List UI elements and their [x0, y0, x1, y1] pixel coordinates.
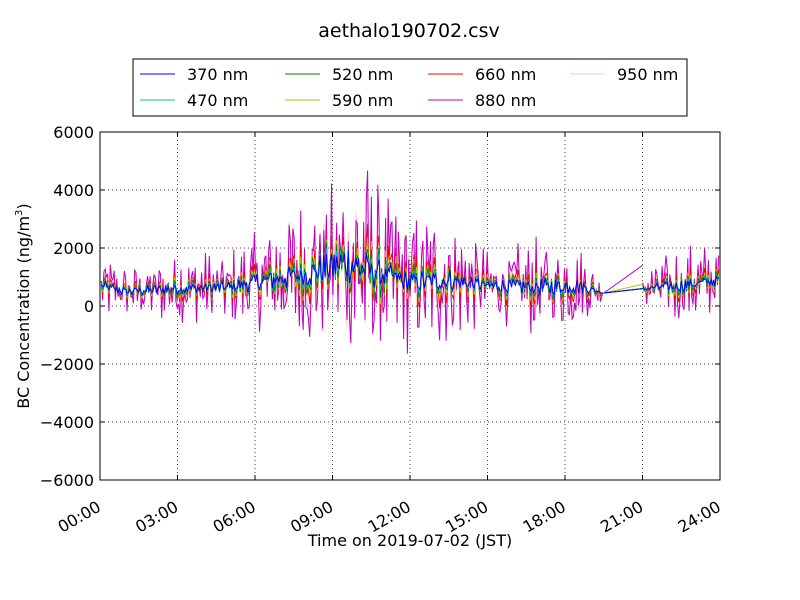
- legend-label: 520 nm: [332, 65, 393, 84]
- y-axis-label-main: BC Concentration (ng/m: [14, 216, 33, 409]
- y-tick-label: −4000: [40, 413, 94, 432]
- x-tick-label: 24:00: [675, 497, 724, 537]
- grid-layer: [100, 132, 720, 480]
- legend-label: 660 nm: [475, 65, 536, 84]
- y-tick-label: 0: [84, 297, 94, 316]
- series-line-370-nm: [100, 250, 719, 297]
- x-axis-label: Time on 2019-07-02 (JST): [307, 531, 512, 550]
- legend-box: [132, 58, 688, 117]
- y-tick-label: 2000: [53, 239, 94, 258]
- legend-label: 950 nm: [617, 65, 678, 84]
- y-tick-label: −2000: [40, 355, 94, 374]
- x-tick-label: 00:00: [55, 497, 104, 537]
- x-tick-label: 06:00: [210, 497, 259, 537]
- x-tick-label: 03:00: [132, 497, 181, 537]
- y-tick-label: 6000: [53, 123, 94, 142]
- series-layer: [100, 170, 720, 354]
- x-tick-label: 18:00: [520, 497, 569, 537]
- legend-label: 370 nm: [187, 65, 248, 84]
- y-axis-label-close: ): [14, 203, 33, 209]
- chart-title: aethalo190702.csv: [318, 20, 500, 42]
- y-tick-label: −6000: [40, 471, 94, 490]
- x-tick-label: 21:00: [597, 497, 646, 537]
- y-axis-label-sup: 3: [14, 210, 25, 216]
- legend-label: 880 nm: [475, 91, 536, 110]
- legend-label: 470 nm: [187, 91, 248, 110]
- y-tick-label: 4000: [53, 181, 94, 200]
- y-axis-label: BC Concentration (ng/m3): [14, 203, 33, 408]
- legend-label: 590 nm: [332, 91, 393, 110]
- legend: 370 nm 470 nm 520 nm 590 nm 660 nm 880 nm 950 …: [132, 58, 688, 117]
